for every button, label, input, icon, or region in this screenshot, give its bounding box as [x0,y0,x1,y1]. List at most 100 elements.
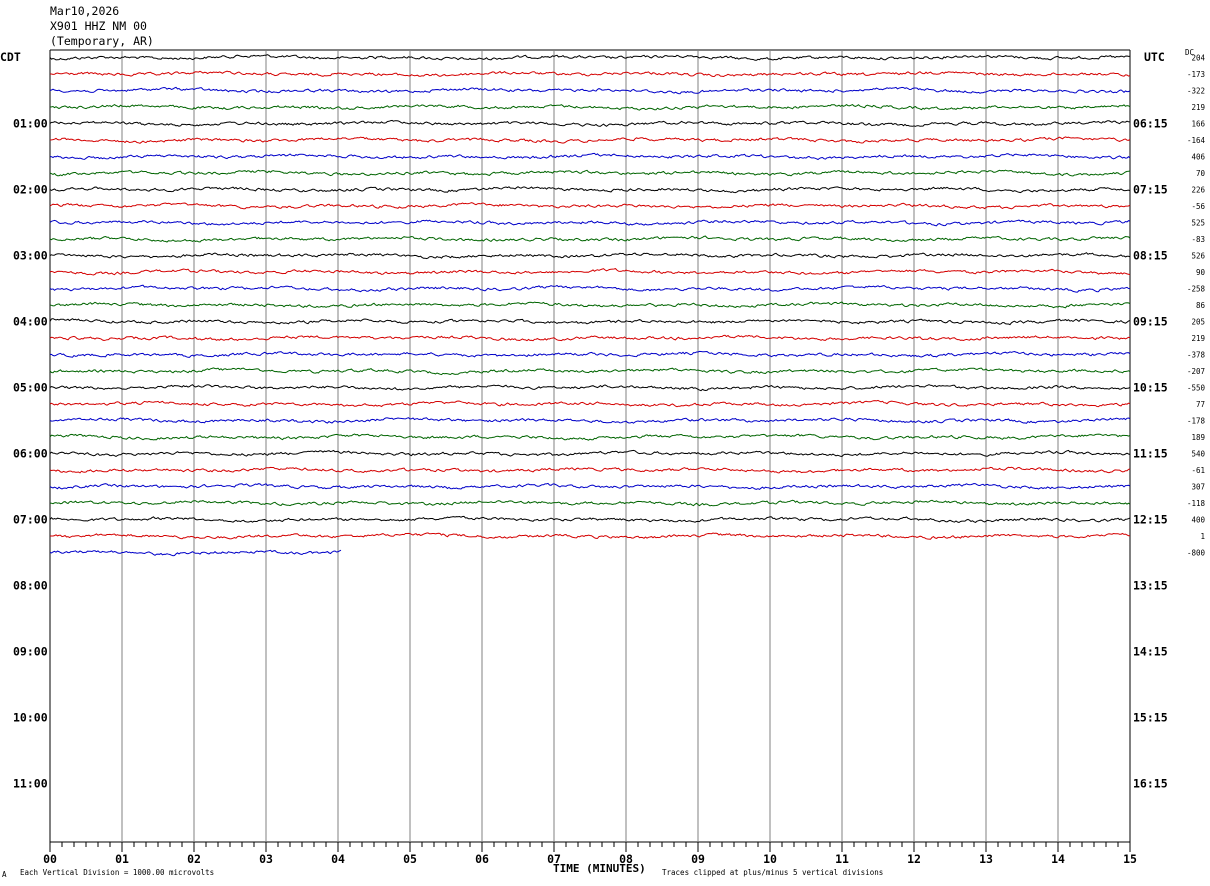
dc-offset-label: 219 [1191,334,1205,343]
dc-offset-label: 526 [1191,252,1205,261]
seismic-trace [49,466,1131,474]
dc-offset-label: 86 [1196,301,1206,310]
utc-hour-label: 07:15 [1133,183,1168,197]
seismic-trace [49,350,1131,358]
seismic-trace [49,417,1131,424]
seismic-trace [50,532,1131,540]
dc-offset-label: 77 [1196,400,1205,409]
dc-offset-label: 400 [1191,516,1205,525]
seismic-trace [49,482,1131,490]
network-name: (Temporary, AR) [50,34,154,48]
utc-hour-label: 09:15 [1133,315,1168,329]
dc-offset-label: -322 [1187,87,1205,96]
x-tick-label: 01 [115,852,129,866]
seismic-trace [49,334,1131,342]
cdt-hour-label: 01:00 [13,117,48,131]
dc-offset-label: 70 [1196,169,1206,178]
utc-hour-label: 08:15 [1133,249,1168,263]
x-tick-label: 03 [259,852,273,866]
cdt-hour-label: 04:00 [13,315,48,329]
x-tick-label: 11 [835,852,849,866]
seismic-trace [49,119,1131,127]
scale-footnote: Each Vertical Division = 1000.00 microvo… [20,868,215,877]
seismic-trace [49,318,1131,326]
dc-offset-label: 307 [1191,483,1205,492]
x-tick-label: 15 [1123,852,1137,866]
seismic-trace [49,86,1131,95]
corner-mark: A [2,870,7,879]
seismic-trace [49,399,1131,408]
dc-offset-label: 406 [1191,153,1205,162]
utc-hour-label: 16:15 [1133,777,1168,791]
plot-date: Mar10,2026 [50,4,120,18]
seismic-trace [49,152,1131,161]
cdt-hour-label: 05:00 [13,381,48,395]
seismic-trace [49,367,1131,376]
x-tick-label: 02 [187,852,201,866]
x-tick-label: 09 [691,852,705,866]
x-axis-label: TIME (MINUTES) [553,862,646,875]
right-timezone-label: UTC [1144,50,1165,64]
dc-offset-label: -178 [1187,417,1206,426]
seismic-trace [49,515,1131,524]
dc-offset-label: -83 [1191,235,1205,244]
dc-offset-label: 205 [1191,318,1205,327]
x-tick-label: 04 [331,852,345,866]
cdt-hour-label: 03:00 [13,249,48,263]
x-tick-label: 10 [763,852,777,866]
dc-offset-label: 90 [1196,268,1206,277]
utc-hour-label: 10:15 [1133,381,1168,395]
seismic-trace [49,549,342,557]
dc-offset-label: 219 [1191,103,1205,112]
x-tick-label: 13 [979,852,993,866]
x-tick-label: 08 [619,852,633,866]
cdt-hour-label: 06:00 [13,447,48,461]
dc-offset-label: 525 [1191,219,1205,228]
utc-hour-label: 13:15 [1133,579,1168,593]
cdt-hour-label: 11:00 [13,777,48,791]
x-tick-label: 05 [403,852,417,866]
seismic-trace [49,219,1131,227]
cdt-hour-label: 08:00 [13,579,48,593]
dc-offset-label: 226 [1191,186,1205,195]
dc-offset-label: -173 [1187,70,1205,79]
dc-offset-label: 166 [1191,120,1205,129]
dc-offset-label: -56 [1191,202,1205,211]
x-tick-label: 07 [547,852,561,866]
dc-offset-label: -164 [1187,136,1206,145]
seismic-trace [49,202,1131,210]
x-tick-label: 12 [907,852,921,866]
dc-offset-label: 204 [1191,54,1205,63]
dc-offset-label: -378 [1187,351,1206,360]
utc-hour-label: 06:15 [1133,117,1168,131]
dc-offset-label: -550 [1187,384,1206,393]
seismic-trace [49,169,1131,177]
seismic-trace [49,449,1131,458]
seismic-trace [49,301,1131,309]
dc-offset-label: 189 [1191,433,1205,442]
utc-hour-label: 11:15 [1133,447,1168,461]
seismic-trace [49,103,1131,111]
seismic-trace [49,268,1131,276]
utc-hour-label: 14:15 [1133,645,1168,659]
station-code: X901 HHZ NM 00 [50,19,147,33]
dc-offset-label: -61 [1191,466,1205,475]
cdt-hour-label: 09:00 [13,645,48,659]
clip-footnote: Traces clipped at plus/minus 5 vertical … [662,868,884,877]
seismic-trace [49,499,1131,507]
seismic-trace [49,384,1131,392]
seismic-trace [49,235,1131,243]
x-tick-label: 14 [1051,852,1065,866]
cdt-hour-label: 02:00 [13,183,48,197]
x-tick-label: 06 [475,852,489,866]
dc-offset-label: -207 [1187,367,1205,376]
utc-hour-label: 12:15 [1133,513,1168,527]
dc-offset-label: -800 [1187,549,1206,558]
cdt-hour-label: 10:00 [13,711,48,725]
x-tick-label: 00 [43,852,57,866]
dc-offset-label: -258 [1187,285,1206,294]
dc-offset-label: 540 [1191,450,1205,459]
seismic-trace [49,284,1131,293]
dc-offset-label: -118 [1187,499,1206,508]
